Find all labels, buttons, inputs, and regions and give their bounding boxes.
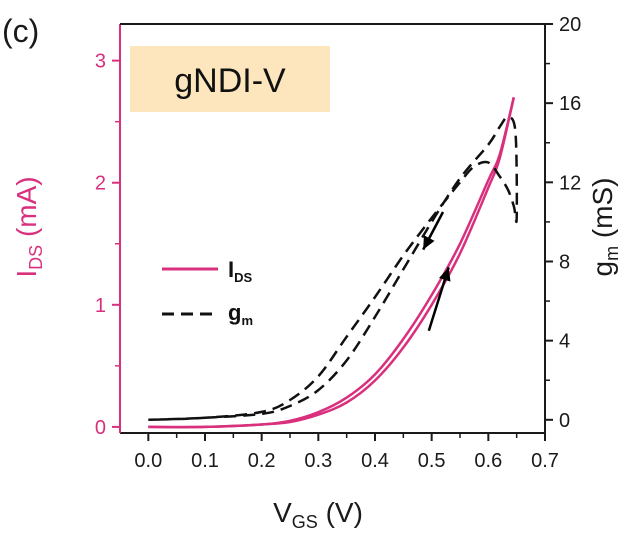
y-left-tick-label: 2 [95,173,106,195]
legend-label-gm-sub: m [241,313,253,328]
x-tick-label: 0.2 [248,450,276,472]
y-axis-left-title-main: I [11,270,42,278]
x-tick-label: 0.5 [418,450,446,472]
x-axis-title: VGS (V) [273,497,363,532]
legend-label-ids-sub: DS [234,270,252,285]
y-right-tick-label: 16 [559,93,581,115]
legend-label-ids: IDS [228,257,253,285]
y-axis-left-title: IDS (mA) [11,176,46,277]
legend-label-gm: gm [228,300,253,328]
legend-label-ids-main: I [228,257,234,282]
y-right-tick-label: 8 [559,251,570,273]
x-tick-label: 0.7 [531,450,559,472]
legend: IDS gm [162,257,253,328]
x-tick-label: 0.6 [474,450,502,472]
y-right-tick-label: 4 [559,331,570,353]
x-axis-title-unit: (V) [318,497,363,528]
x-tick-label: 0.1 [191,450,219,472]
panel-label: (c) [2,13,39,49]
y-axis-right-title-main: g [587,261,618,277]
y-right-tick-label: 20 [559,14,581,36]
x-tick-label: 0.4 [361,450,389,472]
legend-label-gm-main: g [228,300,241,325]
series-ids-reverse-line [148,97,516,429]
x-tick-label: 0.0 [134,450,162,472]
inset-title: gNDI-V [174,62,286,100]
y-right-tick-label: 0 [559,410,570,432]
y-left-tick-label: 0 [95,417,106,439]
series-gm-line [148,115,519,422]
x-axis-title-main: V [273,497,292,528]
sweep-arrow-head [439,267,451,282]
y-left-tick-label: 1 [95,295,106,317]
y-left-tick-label: 3 [95,51,106,73]
inset-title-box: gNDI-V [130,46,330,112]
y-right-tick-label: 12 [559,172,581,194]
y-axis-left-title-sub: DS [26,245,46,270]
inset-title-background [130,46,330,112]
y-axis-right-title-sub: m [602,246,622,261]
x-axis-title-sub: GS [292,512,318,532]
y-axis-left-title-unit: (mA) [11,176,42,244]
y-axis-right-title: gm (mS) [587,177,622,276]
x-tick-label: 0.3 [304,450,332,472]
sweep-arrow-head [423,235,435,250]
y-axis-right-title-unit: (mS) [587,177,618,245]
